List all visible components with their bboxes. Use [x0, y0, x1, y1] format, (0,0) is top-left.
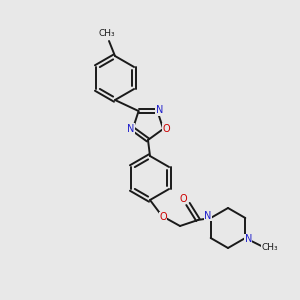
Text: CH₃: CH₃ — [99, 29, 115, 38]
Text: N: N — [244, 234, 252, 244]
Text: N: N — [127, 124, 134, 134]
Text: O: O — [179, 194, 187, 204]
Text: N: N — [204, 211, 212, 221]
Text: N: N — [156, 105, 163, 115]
Text: O: O — [159, 212, 167, 222]
Text: O: O — [162, 124, 170, 134]
Text: CH₃: CH₃ — [261, 244, 278, 253]
